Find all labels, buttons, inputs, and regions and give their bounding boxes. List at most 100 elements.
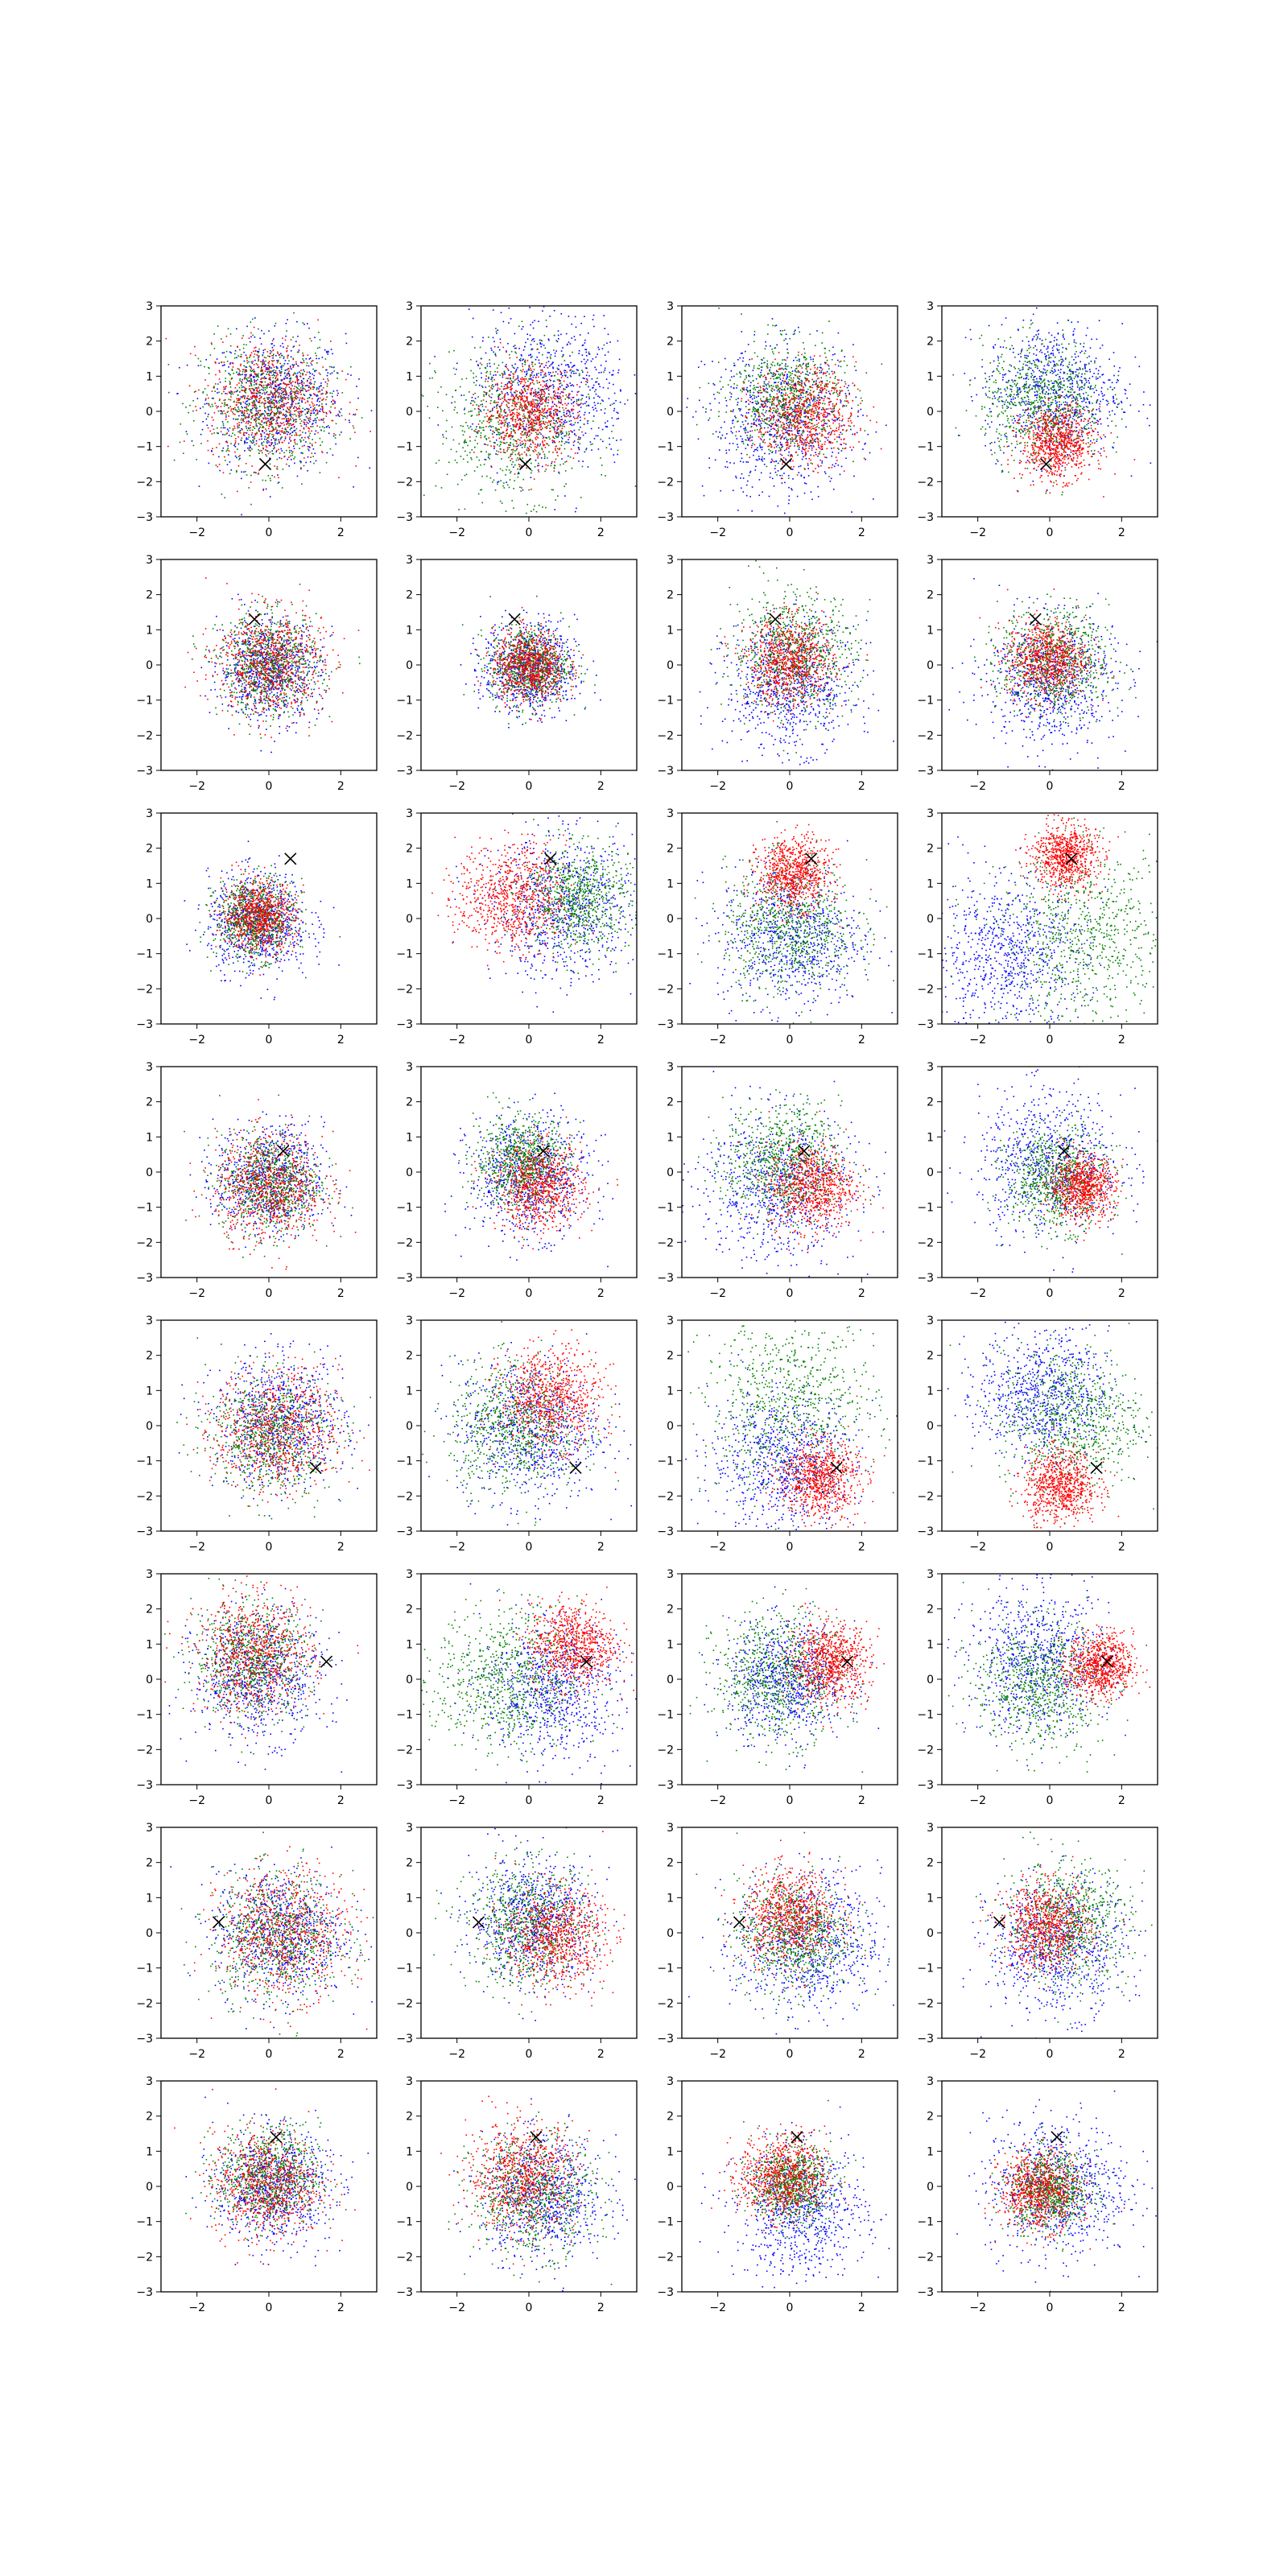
point-blue (561, 373, 563, 374)
point-red (251, 388, 253, 390)
point-blue (576, 327, 577, 328)
point-blue (241, 478, 242, 480)
point-blue (288, 443, 290, 444)
point-blue (507, 383, 509, 385)
point-green (544, 456, 546, 457)
point-green (461, 378, 463, 380)
point-red (184, 440, 185, 442)
point-blue (565, 370, 567, 372)
point-red (530, 369, 532, 371)
point-blue (564, 495, 566, 497)
point-green (477, 456, 478, 458)
point-green (564, 443, 566, 444)
point-blue (328, 427, 330, 428)
point-green (213, 398, 214, 399)
point-green (480, 404, 481, 406)
point-red (502, 347, 504, 349)
point-blue (254, 360, 256, 361)
point-blue (574, 401, 576, 402)
point-green (676, 456, 678, 457)
point-red (250, 450, 251, 452)
point-blue (236, 457, 237, 459)
point-green (439, 460, 440, 461)
point-red (239, 402, 241, 404)
point-red (537, 409, 539, 411)
point-green (513, 444, 514, 445)
point-red (228, 415, 229, 417)
point-blue (605, 361, 607, 362)
point-red (510, 435, 512, 436)
point-red (289, 419, 291, 421)
point-red (270, 431, 272, 432)
point-blue (856, 369, 857, 371)
point-blue (537, 465, 539, 467)
point-red (250, 425, 251, 427)
point-green (496, 406, 497, 407)
point-red (544, 423, 546, 425)
point-red (325, 399, 327, 401)
point-red (486, 415, 488, 417)
point-blue (617, 412, 618, 414)
point-green (255, 387, 257, 389)
point-red (561, 422, 563, 423)
point-red (254, 327, 255, 328)
point-red (523, 426, 525, 427)
point-blue (791, 427, 792, 429)
point-blue (320, 382, 322, 384)
point-green (239, 378, 241, 380)
point-blue (333, 390, 335, 392)
point-green (565, 470, 567, 472)
point-red (299, 430, 301, 431)
point-red (250, 481, 252, 483)
point-blue (212, 398, 213, 399)
point-green (269, 372, 270, 374)
point-red (253, 427, 254, 428)
point-green (302, 452, 303, 454)
point-blue (815, 441, 816, 443)
point-blue (287, 363, 289, 365)
point-green (530, 463, 532, 464)
point-green (474, 408, 476, 410)
point-blue (472, 397, 473, 398)
point-blue (580, 334, 581, 336)
point-green (182, 403, 184, 405)
point-red (587, 380, 588, 382)
point-blue (333, 436, 335, 437)
point-red (555, 409, 556, 411)
point-red (275, 407, 276, 408)
x-tick-label: 0 (526, 526, 533, 539)
point-red (230, 396, 232, 398)
point-blue (335, 444, 336, 445)
point-red (217, 466, 219, 468)
point-red (226, 393, 228, 394)
point-green (275, 323, 277, 324)
y-tick-label: −2 (136, 476, 153, 489)
point-green (250, 411, 251, 412)
point-green (283, 365, 285, 367)
point-green (243, 365, 245, 367)
point-blue (523, 427, 525, 429)
point-blue (321, 390, 323, 391)
point-red (526, 435, 528, 436)
point-red (219, 371, 221, 373)
point-green (478, 411, 480, 413)
point-green (490, 371, 492, 373)
point-green (542, 354, 543, 356)
point-red (295, 398, 297, 400)
point-green (335, 437, 336, 439)
point-blue (561, 458, 563, 460)
series-red (166, 295, 371, 493)
point-blue (264, 411, 266, 412)
point-blue (524, 371, 526, 373)
point-blue (737, 398, 739, 399)
point-red (255, 415, 257, 416)
point-green (270, 409, 272, 411)
point-green (224, 400, 225, 402)
point-red (526, 386, 527, 387)
point-blue (539, 342, 541, 344)
point-red (253, 393, 254, 394)
point-red (289, 376, 291, 378)
point-red (506, 404, 508, 406)
point-red (267, 351, 269, 353)
point-blue (562, 432, 564, 434)
